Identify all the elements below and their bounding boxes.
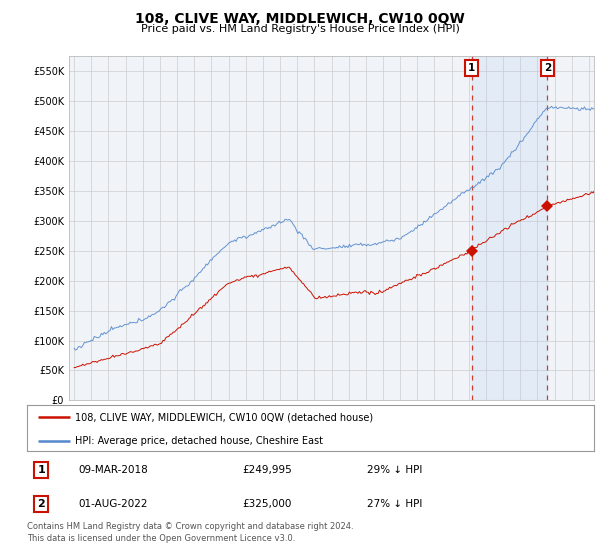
- Text: Price paid vs. HM Land Registry's House Price Index (HPI): Price paid vs. HM Land Registry's House …: [140, 24, 460, 34]
- Text: 09-MAR-2018: 09-MAR-2018: [78, 465, 148, 475]
- Text: 29% ↓ HPI: 29% ↓ HPI: [367, 465, 422, 475]
- Text: 1: 1: [37, 465, 45, 475]
- Text: 27% ↓ HPI: 27% ↓ HPI: [367, 499, 422, 509]
- Text: £249,995: £249,995: [242, 465, 292, 475]
- Bar: [472, 56, 547, 400]
- Text: 108, CLIVE WAY, MIDDLEWICH, CW10 0QW: 108, CLIVE WAY, MIDDLEWICH, CW10 0QW: [135, 12, 465, 26]
- Text: £325,000: £325,000: [242, 499, 292, 509]
- Text: HPI: Average price, detached house, Cheshire East: HPI: Average price, detached house, Ches…: [75, 436, 323, 446]
- Text: 2: 2: [37, 499, 45, 509]
- Text: 2: 2: [544, 63, 551, 73]
- Text: Contains HM Land Registry data © Crown copyright and database right 2024.
This d: Contains HM Land Registry data © Crown c…: [27, 522, 353, 543]
- Text: 01-AUG-2022: 01-AUG-2022: [78, 499, 148, 509]
- Text: 108, CLIVE WAY, MIDDLEWICH, CW10 0QW (detached house): 108, CLIVE WAY, MIDDLEWICH, CW10 0QW (de…: [75, 412, 373, 422]
- Text: 1: 1: [468, 63, 475, 73]
